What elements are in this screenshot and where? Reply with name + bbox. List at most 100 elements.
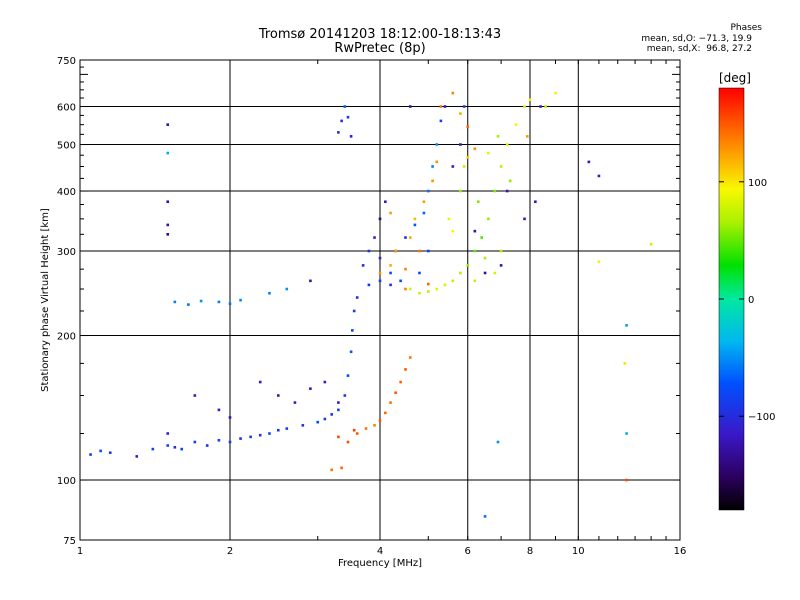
data-point (193, 440, 197, 444)
data-point (166, 151, 170, 155)
data-point (480, 236, 484, 239)
data-point (473, 279, 477, 283)
data-point (597, 260, 601, 264)
data-point (443, 105, 447, 108)
data-point (352, 309, 356, 313)
data-point (166, 432, 170, 435)
data-point (217, 300, 221, 304)
colorbar-tick-label: 0 (748, 295, 754, 306)
data-point (323, 417, 327, 421)
data-point (625, 432, 628, 435)
y-tick-label: 75 (63, 536, 76, 547)
x-tick-label: 4 (377, 546, 383, 557)
data-point (276, 428, 280, 432)
data-point (413, 217, 417, 221)
data-point (404, 287, 407, 291)
data-point (625, 478, 628, 482)
data-point (587, 160, 591, 164)
data-point (346, 440, 350, 444)
data-point (217, 438, 221, 442)
data-point (431, 179, 434, 183)
data-point (249, 435, 252, 439)
data-point (151, 447, 155, 451)
x-tick-label: 1 (77, 546, 83, 557)
data-point (539, 105, 542, 108)
data-point (487, 217, 490, 221)
y-tick-label: 400 (57, 187, 76, 198)
y-tick-label: 500 (57, 141, 76, 152)
data-point (389, 283, 392, 287)
x-tick-label: 8 (527, 546, 533, 557)
data-point (378, 217, 382, 221)
data-point (462, 165, 466, 168)
data-point (173, 446, 177, 449)
data-point (193, 394, 197, 397)
data-point (466, 264, 470, 267)
data-point (466, 125, 470, 128)
data-point (523, 217, 526, 221)
data-point (466, 156, 470, 159)
data-point (473, 249, 477, 253)
data-point (399, 380, 402, 384)
data-point (422, 200, 426, 204)
data-point (373, 236, 376, 239)
data-point (355, 296, 359, 299)
data-point (166, 444, 170, 447)
data-point (451, 91, 455, 95)
y-tick-label: 600 (57, 103, 76, 114)
data-point (378, 256, 382, 260)
data-point (625, 324, 628, 327)
data-point (309, 387, 312, 390)
data-point (309, 279, 312, 283)
chart-title: Tromsø 20141203 18:12:00-18:13:43 (258, 27, 502, 42)
colorbar-tick-label: −100 (748, 412, 775, 423)
data-point (228, 440, 232, 444)
data-point (426, 290, 430, 293)
data-point (166, 123, 170, 126)
data-point (228, 302, 232, 305)
data-point (451, 229, 455, 233)
y-axis-label: Stationary phase Virtual Height [km] (40, 208, 51, 392)
data-point (487, 151, 490, 155)
data-point (431, 165, 434, 168)
data-point (514, 123, 518, 126)
data-point (439, 105, 443, 108)
y-tick-label: 750 (57, 56, 76, 67)
data-point (367, 249, 371, 253)
data-point (166, 200, 170, 204)
data-point (493, 189, 497, 193)
data-point (418, 271, 421, 275)
data-point (443, 283, 447, 287)
data-points (89, 91, 653, 518)
data-point (268, 432, 271, 435)
data-point (404, 236, 407, 239)
data-point (426, 189, 430, 193)
axis-ticks: 1 2 4 6 8 10 16 75 100 200 300 400 500 600 750 (57, 56, 686, 557)
data-point (544, 105, 547, 108)
colorbar-ticks: 100 0 −100 (719, 178, 775, 423)
data-point (180, 447, 184, 451)
data-point (597, 174, 601, 178)
data-point (413, 223, 417, 227)
data-point (426, 249, 430, 253)
data-point (408, 105, 412, 108)
data-point (404, 267, 407, 271)
data-point (451, 165, 455, 168)
data-point (422, 211, 426, 215)
data-point (352, 428, 356, 432)
data-point (337, 401, 340, 404)
data-point (483, 515, 487, 518)
data-point (301, 424, 305, 427)
data-point (473, 147, 477, 151)
data-point (462, 105, 466, 108)
data-point (523, 105, 526, 108)
data-point (135, 455, 139, 458)
data-point (389, 264, 392, 267)
data-point (408, 236, 412, 239)
data-point (337, 131, 340, 134)
x-tick-label: 10 (572, 546, 585, 557)
data-point (554, 91, 557, 95)
data-point (483, 271, 487, 275)
data-point (435, 287, 439, 291)
